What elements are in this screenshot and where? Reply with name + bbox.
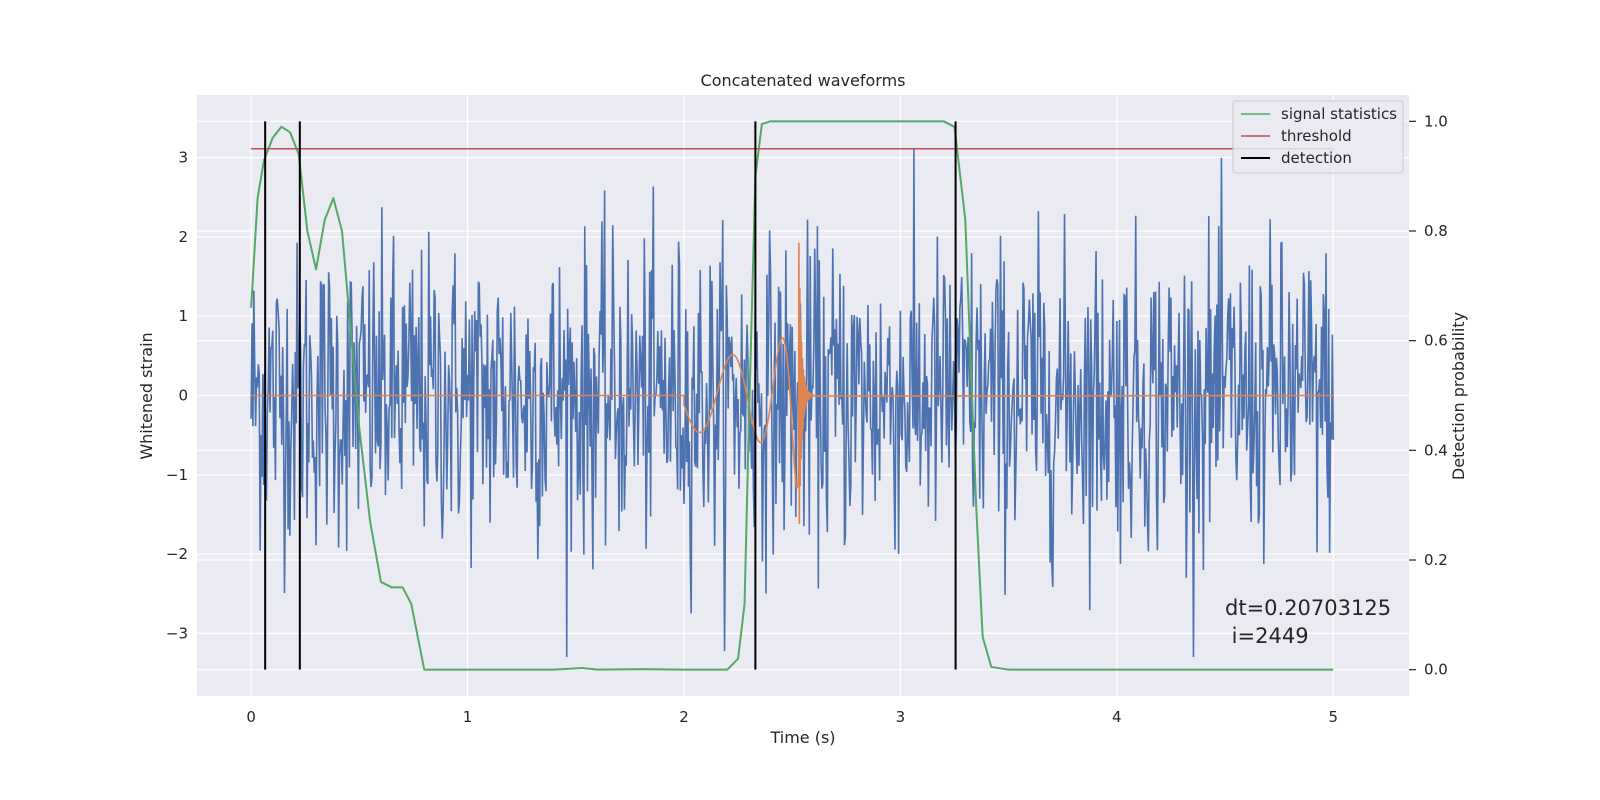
y2-tick-label-5: 1.0 bbox=[1424, 112, 1448, 130]
y2-tick-label-0: 0.0 bbox=[1424, 661, 1448, 679]
x-axis-label: Time (s) bbox=[769, 728, 835, 747]
y2-tick-label-1: 0.2 bbox=[1424, 551, 1448, 569]
legend-label-detection: detection bbox=[1281, 149, 1352, 167]
x-tick-label-0: 0 bbox=[246, 708, 256, 726]
y2-axis-label: Detection probability bbox=[1449, 312, 1468, 480]
y2-tick-label-4: 0.8 bbox=[1424, 222, 1448, 240]
detection-series bbox=[264, 121, 957, 670]
signal-statistics-series bbox=[250, 120, 1334, 671]
x-tick-label-3: 3 bbox=[896, 708, 906, 726]
legend-box bbox=[1232, 100, 1404, 174]
x-tick-label-1: 1 bbox=[463, 708, 473, 726]
x-tick-label-2: 2 bbox=[679, 708, 689, 726]
y2-tick-label-3: 0.6 bbox=[1424, 332, 1448, 350]
x-tick-label-5: 5 bbox=[1328, 708, 1338, 726]
x-tick-label-4: 4 bbox=[1112, 708, 1122, 726]
noise-series bbox=[250, 148, 1335, 658]
chart-title: Concatenated waveforms bbox=[701, 71, 906, 90]
annotation-dt: dt=0.20703125 bbox=[1225, 596, 1391, 620]
annotations: dt=0.20703125 i=2449 bbox=[1225, 596, 1391, 648]
y-axis-label: Whitened strain bbox=[137, 332, 156, 459]
y-tick-label-2: −1 bbox=[166, 466, 188, 484]
y-tick-label-3: 0 bbox=[178, 387, 188, 405]
annotation-index: i=2449 bbox=[1225, 624, 1309, 648]
y-tick-label-0: −3 bbox=[166, 624, 188, 642]
y-tick-label-5: 2 bbox=[178, 228, 188, 246]
y-tick-label-4: 1 bbox=[178, 307, 188, 325]
y-tick-label-1: −2 bbox=[166, 545, 188, 563]
legend-label-threshold: threshold bbox=[1281, 127, 1352, 145]
legend-label-signal-statistics: signal statistics bbox=[1281, 105, 1397, 123]
y-tick-label-6: 3 bbox=[178, 149, 188, 167]
y-axis-ticks: −3 −2 −1 0 1 2 3 bbox=[166, 149, 188, 643]
signal-statistics-line bbox=[250, 120, 1334, 671]
x-axis-ticks: 0 1 2 3 4 5 bbox=[246, 708, 1338, 726]
legend: signal statistics threshold detection bbox=[1232, 100, 1404, 174]
y2-tick-label-2: 0.4 bbox=[1424, 441, 1448, 459]
noise-line bbox=[250, 148, 1335, 658]
y2-axis-ticks: 0.0 0.2 0.4 0.6 0.8 1.0 bbox=[1409, 112, 1448, 679]
